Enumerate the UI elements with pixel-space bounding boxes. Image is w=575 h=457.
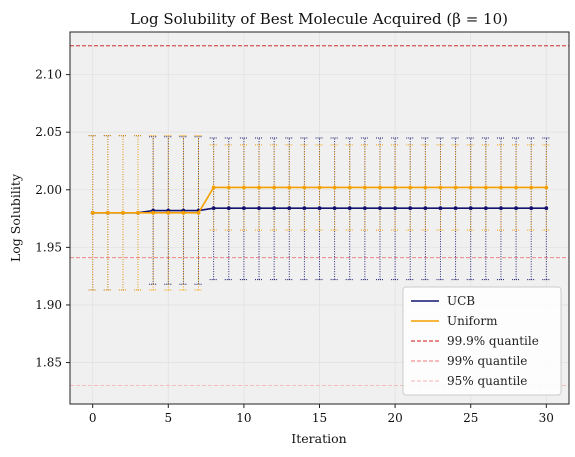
- series-point: [347, 185, 352, 190]
- series-point: [468, 185, 473, 190]
- x-tick-label: 5: [164, 411, 172, 425]
- x-tick-label: 20: [387, 411, 402, 425]
- series-point: [196, 210, 201, 215]
- series-point: [514, 206, 518, 211]
- series-point: [347, 206, 352, 211]
- series-point: [332, 206, 337, 211]
- series-point: [483, 185, 488, 190]
- series-point: [211, 206, 216, 211]
- series-point: [362, 206, 367, 211]
- series-point: [408, 185, 413, 190]
- series-point: [453, 185, 458, 190]
- series-point: [378, 185, 382, 190]
- series-point: [317, 185, 322, 190]
- y-axis-label: Log Solubility: [8, 173, 23, 262]
- series-point: [393, 206, 398, 211]
- x-tick-label: 10: [236, 411, 251, 425]
- y-tick-label: 1.95: [35, 240, 62, 254]
- series-point: [529, 185, 534, 190]
- series-point: [393, 185, 398, 190]
- x-tick-label: 30: [539, 411, 554, 425]
- series-point: [226, 185, 231, 190]
- x-axis-label: Iteration: [291, 431, 346, 446]
- series-point: [499, 206, 503, 211]
- y-tick-label: 1.85: [35, 356, 62, 370]
- series-point: [453, 206, 458, 211]
- legend-label: 95% quantile: [447, 374, 527, 388]
- legend-label: UCB: [447, 294, 475, 308]
- series-point: [302, 206, 307, 211]
- series-point: [287, 185, 292, 190]
- y-tick-label: 2.05: [35, 125, 62, 139]
- x-tick-label: 0: [89, 411, 97, 425]
- series-point: [181, 210, 186, 215]
- series-point: [438, 206, 443, 211]
- series-point: [423, 206, 428, 211]
- x-tick-label: 15: [312, 411, 327, 425]
- legend: UCB Uniform 99.9% quantile 99% quantile 95% …: [402, 286, 562, 396]
- series-point: [136, 210, 140, 215]
- series-point: [514, 185, 518, 190]
- series-point: [423, 185, 428, 190]
- series-point: [499, 185, 503, 190]
- series-point: [257, 185, 261, 190]
- series-point: [317, 206, 322, 211]
- series-point: [378, 206, 382, 211]
- series-point: [529, 206, 534, 211]
- x-axis-ticks: 0 5 10 15 20 25 30: [89, 404, 554, 425]
- y-axis-ticks: 1.85 1.90 1.95 2.00 2.05 2.10: [35, 68, 70, 370]
- series-point: [438, 185, 443, 190]
- legend-label: Uniform: [447, 314, 498, 328]
- y-tick-label: 2.00: [35, 183, 62, 197]
- chart-title: Log Solubility of Best Molecule Acquired…: [130, 10, 508, 28]
- series-point: [544, 185, 549, 190]
- y-tick-label: 2.10: [35, 68, 62, 82]
- series-point: [241, 206, 246, 211]
- series-point: [121, 210, 125, 215]
- legend-box: [402, 286, 562, 396]
- series-point: [226, 206, 231, 211]
- series-point: [151, 210, 156, 215]
- legend-label: 99.9% quantile: [447, 334, 539, 348]
- series-point: [257, 206, 261, 211]
- series-point: [483, 206, 488, 211]
- series-point: [105, 210, 110, 215]
- series-point: [90, 210, 95, 215]
- series-point: [272, 185, 277, 190]
- series-point: [211, 185, 216, 190]
- y-tick-label: 1.90: [35, 298, 62, 312]
- series-point: [408, 206, 413, 211]
- series-point: [468, 206, 473, 211]
- series-point: [166, 210, 171, 215]
- series-lines: [90, 185, 549, 215]
- series-point: [544, 206, 549, 211]
- series-point: [362, 185, 367, 190]
- series-point: [302, 185, 307, 190]
- series-point: [287, 206, 292, 211]
- legend-label: 99% quantile: [447, 354, 527, 368]
- series-point: [332, 185, 337, 190]
- x-tick-label: 25: [463, 411, 478, 425]
- series-point: [272, 206, 277, 211]
- series-point: [241, 185, 246, 190]
